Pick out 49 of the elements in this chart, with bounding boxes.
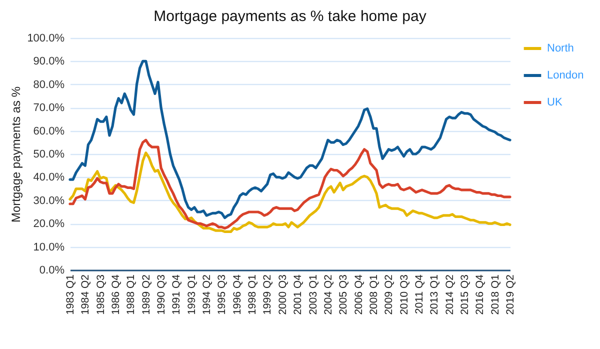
x-tick-label: 1999 Q2 — [262, 274, 274, 315]
x-tick-label: 2004 Q2 — [322, 274, 334, 315]
x-tick-label: 2019 Q2 — [504, 274, 516, 315]
y-tick-label: 20.0% — [33, 218, 65, 230]
x-tick-label: 1994 Q2 — [201, 274, 214, 315]
y-tick-label: 30.0% — [33, 194, 65, 207]
x-tick-label: 2001 Q4 — [292, 274, 304, 315]
x-tick-label: 1991 Q4 — [170, 274, 183, 315]
x-tick-label: 2013 Q1 — [428, 274, 441, 315]
x-tick-label: 1996 Q4 — [231, 274, 244, 315]
x-tick-label: 1989 Q2 — [140, 274, 152, 315]
line-series — [68, 152, 512, 234]
legend-label: London — [547, 70, 584, 82]
x-tick-label: 2006 Q4 — [352, 274, 365, 315]
x-tick-label: 1984 Q2 — [80, 274, 92, 315]
x-tick-label: 1985 Q3 — [94, 274, 107, 315]
y-tick-label: 40.0% — [33, 172, 65, 184]
x-tick-label: 1988 Q1 — [125, 274, 138, 315]
x-tick-label: 2008 Q1 — [368, 274, 380, 315]
y-tick-label: 50.0% — [33, 148, 65, 160]
x-tick-label: 2018 Q1 — [489, 274, 502, 315]
y-axis-title: Mortgage payments as % — [9, 86, 24, 223]
y-tick-label: 10.0% — [33, 241, 65, 254]
chart-title: Mortgage payments as % take home pay — [154, 8, 427, 25]
y-tick-label: 0.0% — [39, 264, 65, 276]
legend-label: North — [547, 42, 574, 54]
x-tick-label: 1983 Q1 — [64, 274, 76, 315]
y-tick-label: 60.0% — [33, 125, 65, 138]
x-tick-label: 1990 Q3 — [156, 274, 168, 315]
x-tick-label: 2010 Q3 — [398, 274, 410, 315]
x-tick-label: 1986 Q4 — [110, 274, 122, 315]
x-tick-label: 2000 Q3 — [276, 274, 289, 315]
x-tick-label: 2009 Q2 — [383, 274, 396, 315]
x-tick-label: 1993 Q1 — [186, 274, 198, 315]
x-tick-label: 1998 Q1 — [246, 274, 259, 315]
legend-label: UK — [547, 96, 563, 108]
y-tick-label: 80.0% — [33, 78, 65, 91]
line-series — [68, 138, 512, 230]
x-tick-label: 2016 Q4 — [474, 274, 486, 315]
y-tick-label: 100.0% — [27, 32, 65, 44]
y-tick-label: 70.0% — [33, 102, 65, 114]
x-tick-label: 2014 Q2 — [444, 274, 456, 315]
x-tick-label: 2003 Q1 — [307, 274, 320, 315]
x-tick-label: 2005 Q3 — [338, 274, 350, 315]
x-tick-label: 2011 Q4 — [413, 274, 426, 314]
x-tick-label: 2015 Q3 — [458, 274, 471, 315]
line-series — [68, 60, 512, 220]
y-tick-label: 90.0% — [33, 56, 65, 68]
x-tick-label: 1995 Q3 — [216, 274, 228, 315]
